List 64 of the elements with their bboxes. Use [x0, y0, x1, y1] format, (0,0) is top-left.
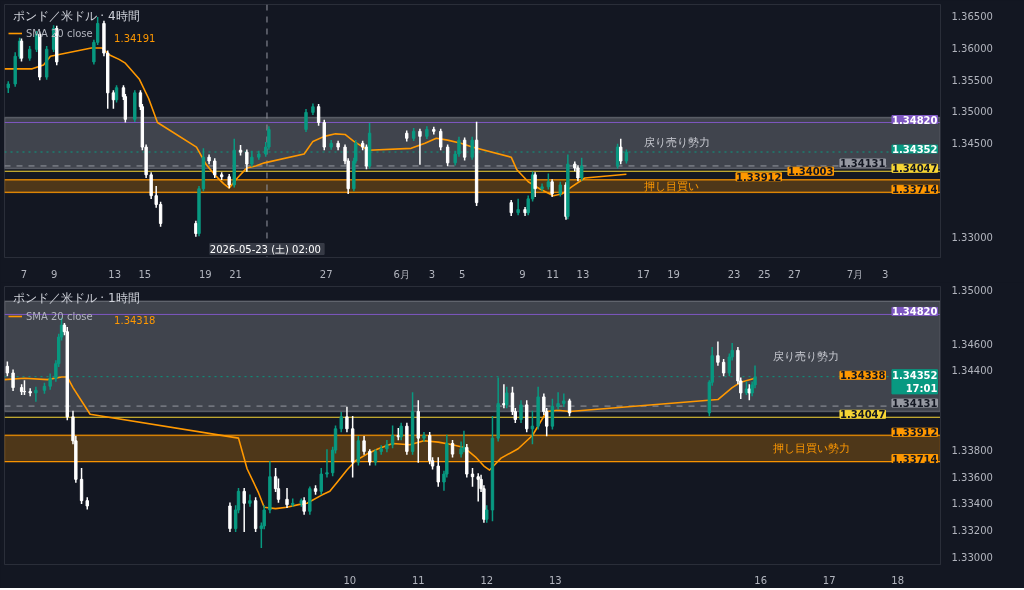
ref-line-label: 1.33912 — [891, 427, 938, 439]
y-tick-label: 1.34600 — [951, 338, 993, 350]
x-tick-label: 27 — [319, 268, 333, 280]
x-tick-label: 3 — [881, 268, 889, 280]
y-tick-label: 1.33000 — [951, 232, 993, 244]
x-tick-label: 16 — [754, 574, 768, 586]
ref-line-label: 1.34047 — [891, 163, 938, 175]
x-tick-label: 15 — [138, 268, 152, 280]
ref-line-label: 1.34131 — [839, 157, 886, 169]
x-tick-label: 12 — [480, 574, 494, 586]
ref-line-label: 1.34047 — [839, 409, 886, 421]
y-tick-label: 1.33400 — [951, 498, 993, 510]
band-label: 戻り売り勢力 — [644, 136, 711, 150]
y-tick-label: 1.36000 — [951, 43, 993, 55]
x-tick-label: 9 — [519, 268, 526, 280]
x-tick-label: 18 — [891, 574, 905, 586]
chart-title: ポンド／米ドル · 4時間 — [12, 8, 140, 23]
ref-line-label: 1.33912 — [735, 171, 782, 183]
y-tick-label: 1.34500 — [951, 137, 993, 149]
x-tick-label: 17 — [637, 268, 650, 280]
annotation: 1.34318 — [114, 314, 156, 326]
x-tick-label: 13 — [548, 574, 562, 586]
x-tick-label: 13 — [576, 268, 590, 280]
ref-line-label: 1.34352 — [891, 144, 938, 156]
x-tick-label: 10 — [343, 574, 357, 586]
x-tick-label: 19 — [667, 268, 680, 280]
ref-line-label: 1.34820 — [891, 114, 938, 126]
annotation: 1.34338 — [839, 370, 886, 382]
band-label: 戻り売り勢力 — [773, 349, 840, 363]
y-tick-label: 1.34400 — [951, 365, 993, 377]
x-tick-label: 5 — [458, 268, 466, 280]
y-tick-label: 1.33800 — [951, 445, 993, 457]
y-tick-label: 1.33200 — [951, 524, 993, 536]
y-tick-label: 1.35000 — [951, 285, 993, 297]
x-tick-label: 17 — [822, 574, 836, 586]
y-tick-label: 1.33600 — [951, 471, 993, 483]
y-tick-label: 1.35000 — [951, 106, 993, 118]
x-tick-label: 3 — [428, 268, 436, 280]
ref-line-label: 1.33714 — [891, 453, 938, 465]
x-tick-label: 7 — [20, 268, 28, 280]
ref-line-label: 1.34131 — [891, 398, 938, 410]
ref-line-label: 1.34820 — [891, 306, 938, 318]
y-tick-label: 1.35500 — [951, 74, 993, 86]
x-tick-label: 9 — [51, 268, 58, 280]
x-tick-label: 19 — [198, 268, 212, 280]
annotation: 1.34191 — [114, 32, 156, 44]
band-label: 押し目買い勢力 — [773, 442, 851, 456]
annotation: 1.34003 — [787, 166, 834, 178]
x-tick-label: 27 — [788, 268, 801, 280]
x-tick-label: 6月 — [393, 268, 410, 280]
ref-line-label: 1.33714 — [891, 184, 938, 196]
x-tick-label: 11 — [546, 268, 560, 280]
ref-line-label: 1.34352 17:01 — [891, 369, 938, 394]
x-tick-label: 25 — [757, 268, 771, 280]
x-tick-label: 11 — [411, 574, 425, 586]
ref-line-label: 2026-05-23 (土) 02:00 — [209, 243, 321, 255]
x-tick-label: 21 — [229, 268, 242, 280]
x-tick-label: 7月 — [846, 268, 864, 280]
chart-title: ポンド／米ドル · 1時間 — [12, 290, 140, 305]
y-tick-label: 1.36500 — [951, 11, 993, 23]
y-tick-label: 1.33000 — [951, 551, 993, 563]
band-label: 押し目買い — [644, 179, 700, 193]
x-tick-label: 13 — [108, 268, 122, 280]
x-tick-label: 23 — [727, 268, 741, 280]
